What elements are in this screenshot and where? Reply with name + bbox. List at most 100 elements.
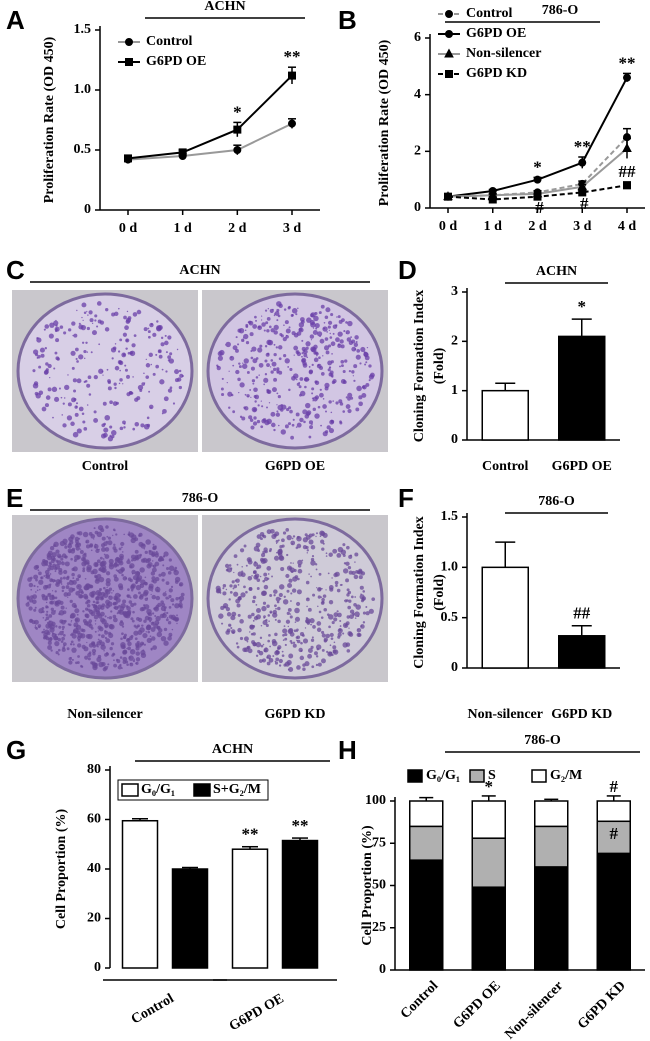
- colony: [152, 372, 156, 376]
- colony: [128, 600, 133, 604]
- panel-letter: D: [398, 255, 417, 285]
- colony: [312, 593, 316, 597]
- colony: [273, 330, 278, 335]
- annotation: #: [535, 198, 544, 217]
- colony: [93, 527, 96, 530]
- colony: [235, 642, 239, 645]
- colony: [122, 332, 128, 337]
- colony: [312, 327, 315, 329]
- colony: [163, 640, 169, 646]
- colony: [283, 324, 285, 326]
- colony: [85, 601, 89, 605]
- colony: [362, 621, 366, 624]
- colony: [365, 611, 370, 616]
- colony: [130, 589, 134, 592]
- colony: [151, 576, 156, 581]
- colony: [136, 396, 141, 401]
- colony: [312, 329, 318, 336]
- colony: [54, 564, 61, 570]
- colony: [51, 621, 56, 627]
- colony: [119, 621, 124, 627]
- colony: [230, 629, 236, 634]
- colony: [75, 405, 78, 408]
- colony: [251, 612, 255, 617]
- colony: [97, 525, 104, 531]
- colony: [98, 661, 104, 668]
- colony: [108, 558, 114, 564]
- colony: [344, 600, 346, 602]
- colony: [260, 644, 264, 648]
- legend-marker: [445, 10, 453, 18]
- colony: [256, 419, 261, 424]
- colony: [63, 644, 66, 647]
- colony: [332, 649, 339, 655]
- colony: [336, 588, 341, 593]
- colony: [114, 605, 119, 611]
- colony: [290, 435, 294, 440]
- y-axis-label: Proliferation Rate (OD 450): [377, 39, 392, 206]
- colony: [300, 641, 303, 645]
- colony: [86, 603, 91, 608]
- colony: [128, 636, 133, 641]
- colony: [273, 428, 276, 432]
- colony: [59, 325, 64, 329]
- colony: [331, 353, 333, 355]
- colony: [154, 615, 157, 617]
- colony: [70, 421, 75, 427]
- colony: [339, 625, 342, 627]
- colony: [174, 603, 180, 609]
- colony: [46, 610, 49, 613]
- colony: [78, 406, 84, 412]
- colony: [149, 635, 152, 638]
- colony: [87, 599, 90, 602]
- colony: [241, 363, 248, 369]
- colony: [239, 636, 244, 641]
- colony: [245, 564, 248, 567]
- colony: [69, 656, 72, 659]
- colony: [133, 658, 136, 660]
- colony: [105, 525, 109, 529]
- colony: [119, 338, 123, 342]
- legend-label: G6PD OE: [466, 26, 526, 41]
- colony: [167, 636, 172, 641]
- colony: [325, 555, 328, 557]
- bar: [558, 335, 606, 441]
- colony: [76, 583, 82, 590]
- colony: [54, 633, 57, 636]
- colony: [321, 630, 325, 634]
- colony: [316, 621, 322, 626]
- colony: [46, 584, 51, 589]
- x-tick-label: Non-silencer: [502, 978, 566, 1041]
- colony: [266, 329, 270, 333]
- colony: [114, 597, 118, 600]
- colony: [104, 630, 107, 633]
- colony: [60, 583, 63, 585]
- colony: [263, 572, 268, 577]
- colony: [296, 422, 302, 428]
- colony: [33, 565, 39, 570]
- colony: [74, 536, 80, 542]
- colony: [148, 352, 153, 357]
- colony: [40, 611, 43, 614]
- colony: [255, 607, 261, 613]
- colony: [41, 406, 47, 412]
- colony: [321, 597, 325, 602]
- colony: [155, 615, 161, 622]
- colony: [174, 369, 180, 375]
- colony: [108, 564, 115, 570]
- colony: [354, 617, 357, 619]
- colony: [94, 319, 97, 322]
- colony: [41, 606, 45, 610]
- colony: [333, 572, 338, 578]
- colony: [92, 652, 96, 656]
- colony: [290, 314, 294, 317]
- colony: [237, 343, 240, 346]
- colony: [276, 600, 280, 604]
- colony: [122, 383, 124, 385]
- colony: [160, 600, 164, 604]
- colony: [70, 548, 76, 554]
- colony: [227, 391, 233, 397]
- colony: [42, 616, 45, 619]
- colony: [310, 560, 316, 566]
- colony: [109, 400, 113, 405]
